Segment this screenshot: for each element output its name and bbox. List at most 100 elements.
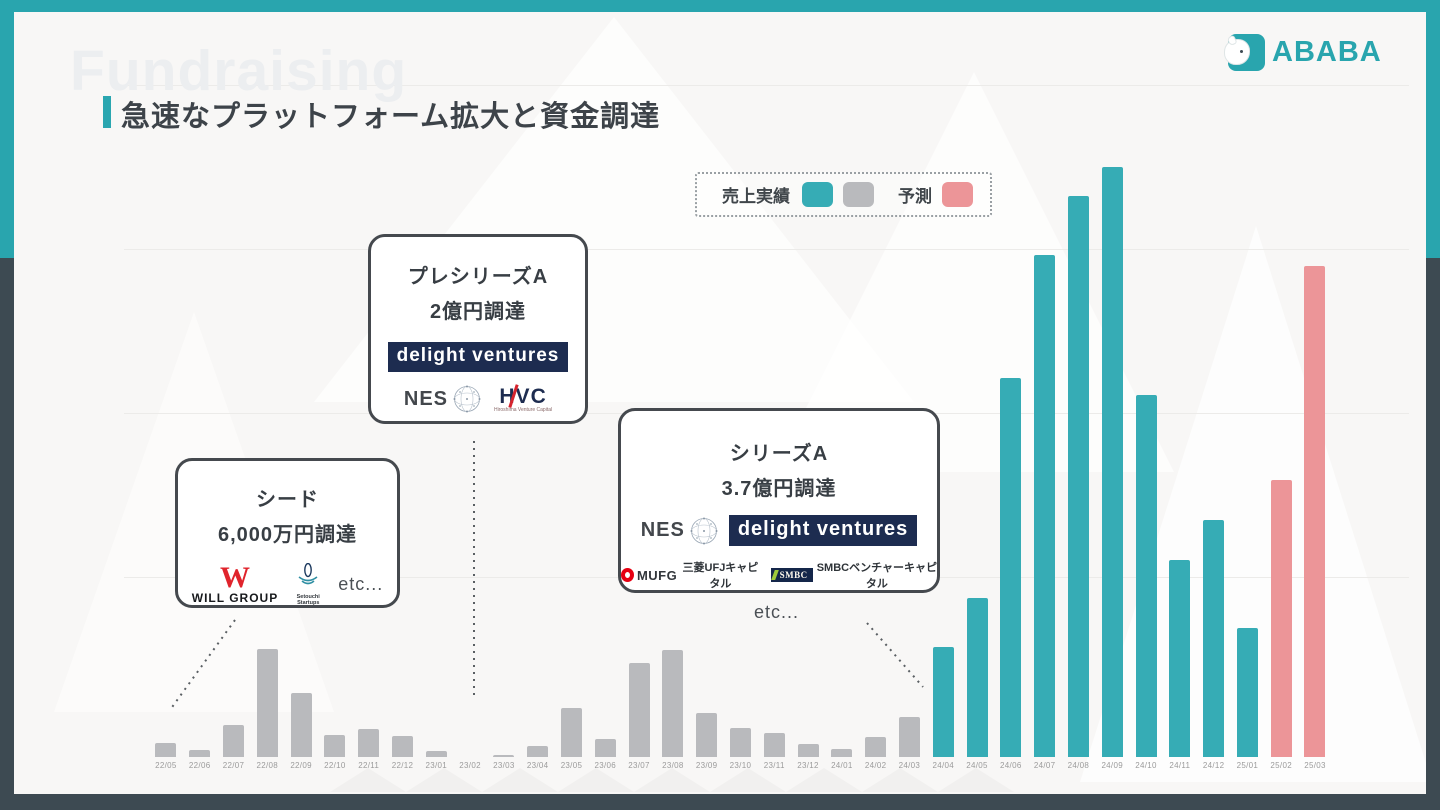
chart-column-23-07: 23/07 [622, 155, 656, 770]
chart-bar-22-07 [222, 725, 244, 757]
x-axis-label: 23/06 [594, 761, 617, 770]
chart-column-24-01: 24/01 [825, 155, 859, 770]
chart-column-23-12: 23/12 [791, 155, 825, 770]
x-axis-label: 24/03 [898, 761, 921, 770]
x-axis-label: 24/01 [831, 761, 853, 770]
zigzag-triangle [710, 768, 786, 792]
chart-bar-23-01 [425, 751, 447, 757]
x-axis-label: 24/08 [1067, 761, 1090, 770]
callout-seed: シード 6,000万円調達 W WILL GROUP Setouchi Star… [175, 458, 400, 608]
title-accent-bar [103, 96, 111, 128]
x-axis-label: 23/11 [763, 761, 785, 770]
chart-bar-24-01 [831, 748, 853, 757]
revenue-bar-chart: 22/05 22/06 22/07 22/08 22/09 22/10 22/11 22/12… [149, 155, 1332, 770]
chart-bar-23-09 [696, 712, 718, 757]
chart-bar-22-09 [290, 693, 312, 757]
chart-bar-23-06 [594, 738, 616, 757]
chart-column-22-10: 22/10 [318, 155, 352, 770]
x-axis-label: 24/02 [864, 761, 887, 770]
x-axis-label: 23/10 [729, 761, 752, 770]
will-group-logo: W WILL GROUP [191, 561, 279, 606]
zigzag-triangle [862, 768, 938, 792]
zigzag-triangle [938, 768, 1014, 792]
chart-bar-22-08 [256, 649, 278, 757]
dog-mascot-icon [1224, 34, 1250, 65]
zigzag-triangle [786, 768, 862, 792]
dog-eye-icon [1240, 50, 1243, 53]
mufg-logo: MUFG 三菱UFJキャピタル [621, 559, 761, 591]
x-axis-label: 22/06 [188, 761, 211, 770]
chart-column-23-11: 23/11 [757, 155, 791, 770]
chart-bar-23-08 [662, 650, 684, 757]
chart-bar-24-03 [898, 716, 920, 757]
x-axis-label: 22/05 [155, 761, 177, 770]
nes-globe-icon [453, 385, 481, 413]
chart-legend: 売上実績 予測 [695, 172, 992, 217]
chart-column-23-08: 23/08 [656, 155, 690, 770]
chart-column-24-08: 24/08 [1062, 155, 1096, 770]
chart-column-23-03: 23/03 [487, 155, 521, 770]
round-name: シリーズA [729, 443, 829, 465]
chart-bar-24-12 [1203, 519, 1225, 757]
x-axis-label: 25/03 [1304, 761, 1326, 770]
x-axis-label: 23/08 [662, 761, 684, 770]
legend-swatch-actual-teal [802, 182, 833, 207]
page-title: 急速なプラットフォーム拡大と資金調達 [121, 101, 661, 133]
chart-bar-23-04 [527, 745, 549, 757]
x-axis-label: 24/11 [1169, 761, 1191, 770]
chart-bar-22-12 [391, 735, 413, 757]
chart-bar-23-07 [628, 663, 650, 757]
chart-column-22-11: 22/11 [352, 155, 386, 770]
x-axis-label: 24/09 [1101, 761, 1123, 770]
zigzag-triangle [482, 768, 558, 792]
legend-swatch-actual-gray [843, 182, 874, 207]
x-axis-label: 24/06 [1000, 761, 1022, 770]
x-axis-label: 23/05 [560, 761, 583, 770]
chart-bar-24-05 [966, 598, 988, 757]
round-amount: 6,000万円調達 [217, 524, 358, 546]
smbc-logo: SMBC SMBCベンチャーキャピタル [770, 559, 937, 591]
chart-bar-23-11 [763, 732, 785, 757]
chart-column-24-06: 24/06 [994, 155, 1028, 770]
x-axis-label: 24/10 [1135, 761, 1157, 770]
chart-bar-23-10 [729, 728, 751, 757]
chart-column-23-02: 23/02 [453, 155, 487, 770]
chart-bar-24-11 [1169, 559, 1191, 757]
zigzag-triangle [330, 768, 406, 792]
chart-column-24-07: 24/07 [1028, 155, 1062, 770]
zigzag-triangle [406, 768, 482, 792]
x-axis-label: 23/04 [526, 761, 549, 770]
round-name: シード [256, 489, 319, 511]
ababa-logo: ABABA [1224, 34, 1382, 71]
chart-bar-23-05 [560, 708, 582, 757]
slide-content-area: Fundraising 急速なプラットフォーム拡大と資金調達 ABABA 売上実… [14, 12, 1426, 794]
setouchi-startups-logo: Setouchi Startups [296, 562, 320, 606]
chart-bar-24-04 [932, 647, 954, 757]
x-axis-label: 22/12 [391, 761, 414, 770]
nes-logo: NES [404, 384, 482, 414]
x-axis-label: 23/03 [493, 761, 515, 770]
dog-ear-icon [1226, 34, 1238, 47]
delight-ventures-logo: delight ventures [728, 515, 918, 546]
legend-forecast-label: 予測 [898, 187, 932, 206]
setouchi-leaf-icon [298, 562, 318, 585]
ababa-logo-text: ABABA [1272, 36, 1382, 68]
chart-bar-22-11 [358, 729, 380, 757]
chart-column-24-10: 24/10 [1129, 155, 1163, 770]
chart-column-22-09: 22/09 [284, 155, 318, 770]
chart-column-25-01: 25/01 [1231, 155, 1265, 770]
chart-bar-24-07 [1034, 254, 1056, 757]
chart-bar-23-03 [493, 755, 515, 757]
x-axis-label: 24/04 [932, 761, 954, 770]
chart-column-24-11: 24/11 [1163, 155, 1197, 770]
x-axis-label: 23/07 [628, 761, 650, 770]
chart-bar-24-02 [865, 736, 887, 757]
chart-bar-24-06 [1000, 378, 1022, 757]
chart-column-22-08: 22/08 [250, 155, 284, 770]
chart-column-22-06: 22/06 [183, 155, 217, 770]
x-axis-label: 24/07 [1033, 761, 1056, 770]
hvc-logo: HVC Hiroshima Venture Capital [494, 383, 553, 413]
delight-ventures-logo: delight ventures [387, 342, 569, 372]
x-axis-label: 25/02 [1270, 761, 1292, 770]
